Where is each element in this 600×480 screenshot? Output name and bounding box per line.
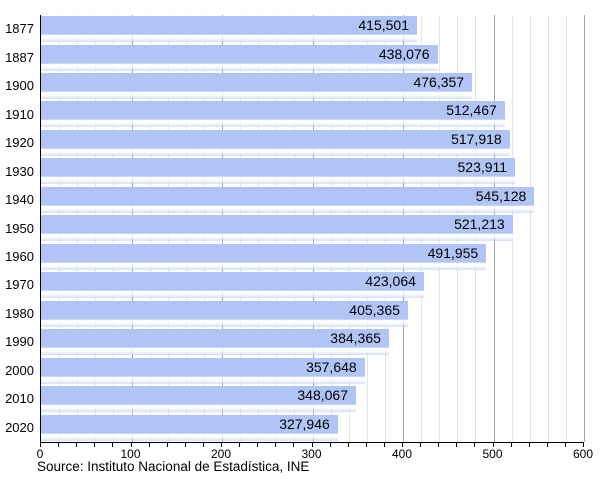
x-axis-tick [184, 443, 186, 447]
x-axis-tick [40, 443, 41, 447]
bar-2020: 327,946 [41, 414, 338, 441]
y-axis-label: 1940 [5, 192, 34, 207]
x-axis-tick [347, 443, 349, 447]
x-axis-tick-label: 300 [301, 447, 322, 461]
bar-value-label: 384,365 [330, 330, 381, 347]
bar-value-label: 491,955 [427, 244, 479, 261]
bar-1930: 523,911 [41, 158, 516, 185]
bar-value-label: 438,076 [378, 45, 430, 62]
bar-value-label: 476,357 [413, 73, 465, 90]
x-axis-tick [402, 443, 403, 447]
bar-value-label: 545,128 [475, 187, 527, 204]
x-axis-tick-label: 600 [572, 447, 594, 461]
bar-value-label: 348,067 [297, 387, 348, 404]
source-caption: Source: Instituto Nacional de Estadístic… [37, 459, 310, 474]
x-axis-tick-label: 400 [391, 447, 413, 461]
x-axis-tick [528, 443, 530, 447]
bar-1990: 384,365 [41, 329, 389, 356]
y-axis-label: 1990 [5, 334, 34, 350]
x-axis-tick [546, 443, 548, 447]
y-axis-label: 1970 [5, 277, 34, 293]
x-axis-tick [148, 443, 150, 447]
x-axis-tick [202, 443, 204, 447]
bar-1900: 476,357 [41, 72, 473, 99]
bar-1970: 423,064 [41, 272, 424, 299]
y-axis-label: 1960 [5, 249, 34, 264]
x-axis-tick-label: 100 [120, 447, 141, 461]
bar-1910: 512,467 [41, 101, 505, 128]
bar-value-label: 415,501 [358, 17, 409, 33]
bar-1950: 521,213 [41, 215, 513, 242]
x-axis-tick [58, 443, 60, 447]
x-axis-tick [166, 443, 168, 447]
x-axis-tick [564, 443, 566, 447]
x-axis-tick [456, 443, 458, 447]
x-axis-tick [130, 443, 132, 447]
bar-value-label: 423,064 [365, 273, 416, 290]
bar-1920: 517,918 [41, 129, 510, 156]
bar-2000: 357,648 [41, 357, 365, 384]
x-axis-tick [365, 443, 367, 447]
y-axis-label: 2010 [5, 391, 34, 407]
bar-value-label: 357,648 [306, 358, 357, 375]
y-axis-label: 1877 [5, 21, 34, 37]
x-axis-tick [94, 443, 96, 447]
bar-1887: 438,076 [41, 44, 438, 71]
x-axis-tick [438, 443, 440, 447]
bar-1960: 491,955 [41, 243, 487, 270]
bar-1877: 415,501 [41, 16, 417, 42]
x-axis-tick [583, 443, 584, 447]
bar-value-label: 405,365 [349, 301, 400, 318]
bar-value-label: 523,911 [457, 159, 508, 176]
y-axis-label: 2000 [5, 362, 34, 378]
gridline-minor [547, 15, 549, 442]
x-axis-tick [510, 443, 512, 447]
x-axis-tick [112, 443, 114, 447]
x-axis-tick [420, 443, 422, 447]
x-axis-tick [329, 443, 331, 447]
bar-1940: 545,128 [41, 186, 535, 213]
x-axis-tick [221, 443, 222, 447]
bar-1980: 405,365 [41, 300, 408, 327]
x-axis-tick [293, 443, 295, 447]
gridline-minor [565, 15, 567, 442]
gridline-minor [529, 15, 531, 442]
y-axis-label: 1950 [5, 220, 34, 236]
x-axis-tick-label: 500 [482, 447, 503, 461]
bar-value-label: 517,918 [451, 130, 502, 147]
x-axis-tick [257, 443, 259, 447]
bar-value-label: 521,213 [454, 216, 505, 233]
y-axis-label: 1930 [5, 163, 34, 179]
x-axis-tick [383, 443, 385, 447]
x-axis-tick [474, 443, 476, 447]
x-axis-tick [239, 443, 241, 447]
bar-value-label: 327,946 [279, 415, 330, 432]
x-axis-tick [76, 443, 78, 447]
x-axis-tick [492, 443, 494, 447]
x-axis-tick-label: 0 [36, 447, 44, 461]
bar-value-label: 512,467 [446, 102, 497, 119]
y-axis-label: 1980 [5, 305, 34, 321]
y-axis-label: 1910 [5, 106, 34, 122]
bar-2010: 348,067 [41, 386, 356, 413]
x-axis-tick [275, 443, 277, 447]
x-axis-tick-label: 200 [210, 447, 232, 461]
gridline-major [584, 15, 585, 442]
y-axis-label: 1887 [5, 49, 34, 65]
plot-area: 415,501 438,076 476,357 512,467 517,918 523,9… [40, 15, 585, 443]
y-axis-label: 2020 [5, 419, 34, 435]
y-axis-label: 1900 [5, 78, 34, 94]
x-axis-tick [311, 443, 313, 447]
y-axis-label: 1920 [5, 135, 34, 151]
